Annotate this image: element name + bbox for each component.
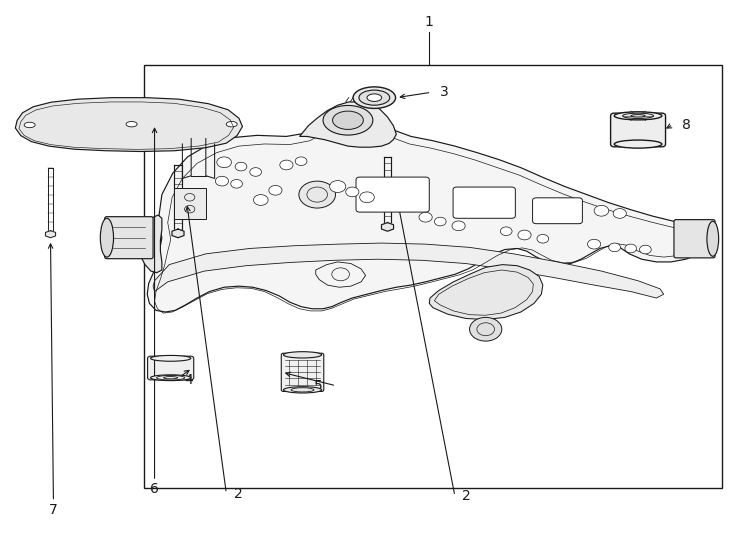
Circle shape [419,212,432,222]
Ellipse shape [283,352,321,358]
Ellipse shape [24,122,35,127]
Circle shape [330,180,346,192]
Text: 1: 1 [425,15,434,29]
Circle shape [452,221,465,231]
Text: 5: 5 [314,379,323,393]
FancyBboxPatch shape [674,220,715,258]
Circle shape [295,157,307,165]
Text: 4: 4 [184,374,192,387]
Ellipse shape [707,221,719,256]
Ellipse shape [283,387,321,393]
Circle shape [215,176,228,186]
Text: 6: 6 [150,482,159,496]
Circle shape [608,243,620,252]
Ellipse shape [101,218,114,257]
Circle shape [217,157,231,167]
Ellipse shape [126,122,137,127]
Circle shape [269,185,282,195]
Polygon shape [172,229,184,238]
Circle shape [230,179,242,188]
Ellipse shape [359,90,390,105]
FancyBboxPatch shape [453,187,515,218]
Circle shape [360,192,374,202]
Ellipse shape [614,112,662,120]
Circle shape [501,227,512,235]
Circle shape [537,234,549,243]
Text: 2: 2 [233,487,242,501]
Polygon shape [139,215,162,273]
Circle shape [625,244,636,253]
FancyBboxPatch shape [611,113,666,147]
Polygon shape [46,231,56,238]
Polygon shape [148,109,704,312]
Ellipse shape [150,355,191,361]
Circle shape [587,239,600,249]
Text: 3: 3 [440,85,449,99]
Ellipse shape [614,140,662,148]
Circle shape [594,205,608,216]
FancyBboxPatch shape [105,217,153,259]
Ellipse shape [333,111,363,130]
Polygon shape [15,98,242,152]
Circle shape [639,245,651,254]
Text: 8: 8 [682,118,691,132]
Circle shape [613,208,626,218]
Circle shape [518,230,531,240]
Polygon shape [382,222,393,231]
Polygon shape [299,102,396,147]
Polygon shape [429,265,543,320]
Bar [144,65,722,488]
Ellipse shape [323,105,373,135]
Text: 2: 2 [462,489,471,503]
Circle shape [235,163,247,171]
Circle shape [280,160,293,170]
FancyBboxPatch shape [533,198,582,224]
Circle shape [435,217,446,226]
FancyBboxPatch shape [281,353,324,392]
Ellipse shape [226,122,237,127]
Ellipse shape [353,87,396,109]
Circle shape [299,181,335,208]
Ellipse shape [150,375,191,381]
Text: 7: 7 [49,503,58,517]
FancyBboxPatch shape [356,177,429,212]
Circle shape [346,187,359,197]
Circle shape [470,318,502,341]
Circle shape [250,167,261,176]
FancyBboxPatch shape [173,187,206,219]
Circle shape [253,194,268,205]
FancyBboxPatch shape [148,356,194,380]
Ellipse shape [367,94,382,102]
Polygon shape [153,243,664,298]
